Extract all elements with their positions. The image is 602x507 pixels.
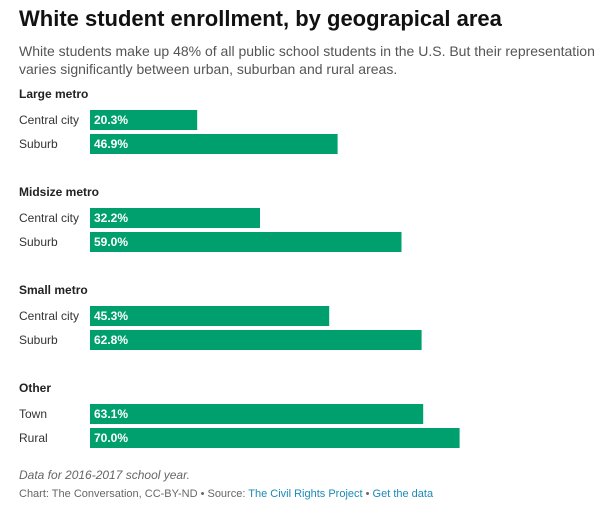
category-label: Town	[19, 407, 47, 421]
data-label: 59.0%	[94, 235, 128, 249]
category-label: Suburb	[19, 235, 58, 249]
group-label: Small metro	[19, 283, 88, 297]
data-label: 32.2%	[94, 211, 128, 225]
category-label: Central city	[19, 211, 79, 225]
data-label: 62.8%	[94, 333, 128, 347]
credit-separator: •	[362, 488, 373, 500]
data-label: 70.0%	[94, 431, 128, 445]
bar	[90, 232, 402, 252]
category-label: Suburb	[19, 137, 58, 151]
category-label: Suburb	[19, 333, 58, 347]
bar	[90, 428, 460, 448]
data-label: 45.3%	[94, 309, 128, 323]
chart-title: White student enrollment, by geograpical…	[19, 6, 502, 31]
bar	[90, 404, 424, 424]
group-label: Large metro	[19, 87, 88, 101]
footer-credit: Chart: The Conversation, CC-BY-ND • Sour…	[19, 488, 433, 500]
bar	[90, 110, 198, 130]
category-label: Central city	[19, 113, 79, 127]
group-label: Other	[19, 381, 51, 395]
category-label: Central city	[19, 309, 79, 323]
credit-prefix: Chart: The Conversation, CC-BY-ND • Sour…	[19, 488, 249, 500]
category-label: Rural	[19, 431, 48, 445]
footer-note: Data for 2016-2017 school year.	[19, 468, 190, 482]
bar	[90, 134, 338, 154]
group-label: Midsize metro	[19, 185, 99, 199]
data-label: 63.1%	[94, 407, 128, 421]
get-data-link[interactable]: Get the data	[372, 488, 434, 500]
data-label: 46.9%	[94, 137, 128, 151]
chart-subtitle: White students make up 48% of all public…	[19, 43, 595, 77]
source-link[interactable]: The Civil Rights Project	[248, 488, 363, 500]
bar	[90, 306, 330, 326]
bar	[90, 330, 422, 350]
bar	[90, 208, 260, 228]
data-label: 20.3%	[94, 113, 128, 127]
